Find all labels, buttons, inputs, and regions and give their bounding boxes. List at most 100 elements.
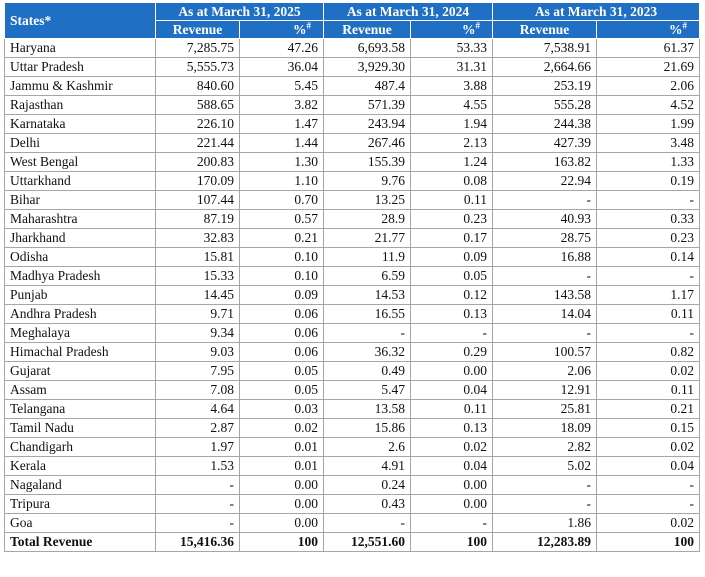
percent-2023-cell: - (596, 494, 700, 514)
table-row: Punjab 14.45 0.09 14.53 0.12 143.58 1.17 (4, 285, 700, 305)
revenue-2024-cell: - (323, 323, 411, 343)
revenue-2024-cell: 4.91 (323, 456, 411, 476)
total-label: Total Revenue (4, 532, 156, 552)
revenue-2024-cell: 13.25 (323, 190, 411, 210)
state-name-cell: Meghalaya (4, 323, 156, 343)
percent-2023-cell: 21.69 (596, 57, 700, 77)
table-row: Nagaland -0.00 0.24 0.00- - (4, 475, 700, 495)
percent-2024-cell: 0.17 (410, 228, 493, 248)
revenue-2023-cell: 163.82 (492, 152, 597, 172)
percent-2024-cell: - (410, 513, 493, 533)
revenue-2024-cell: 28.9 (323, 209, 411, 229)
revenue-2023-cell: 427.39 (492, 133, 597, 153)
revenue-2024-cell: 0.43 (323, 494, 411, 514)
revenue-2024-cell: 14.53 (323, 285, 411, 305)
table-row: Karnataka 226.10 1.47 243.94 1.94 244.38 1.99 (4, 114, 700, 134)
revenue-header-2023: Revenue (492, 20, 597, 39)
revenue-2024-cell: 13.58 (323, 399, 411, 419)
percent-2023-cell: 1.33 (596, 152, 700, 172)
percent-2025-cell: 0.09 (239, 285, 324, 305)
percent-2023-cell: 0.11 (596, 304, 700, 324)
revenue-2023-cell: 244.38 (492, 114, 597, 134)
revenue-2025-cell: 4.64 (155, 399, 240, 419)
percent-header-2024: %# (410, 20, 493, 39)
percent-2025-cell: 0.03 (239, 399, 324, 419)
revenue-2025-cell: 32.83 (155, 228, 240, 248)
revenue-2023-cell: 12.91 (492, 380, 597, 400)
revenue-2025-cell: 9.34 (155, 323, 240, 343)
revenue-2025-cell: 1.53 (155, 456, 240, 476)
percent-2023-cell: - (596, 475, 700, 495)
revenue-2024-cell: 267.46 (323, 133, 411, 153)
revenue-header-2025: Revenue (155, 20, 240, 39)
table-row: Andhra Pradesh 9.71 0.06 16.55 0.13 14.04 0.11 (4, 304, 700, 324)
revenue-2024-cell: 6.59 (323, 266, 411, 286)
state-name-cell: West Bengal (4, 152, 156, 172)
revenue-2024-cell: 11.9 (323, 247, 411, 267)
percent-2025-cell: 3.82 (239, 95, 324, 115)
percent-2024-cell: 0.29 (410, 342, 493, 362)
revenue-2023-cell: - (492, 494, 597, 514)
percent-2025-cell: 0.05 (239, 361, 324, 381)
table-row: Maharashtra 87.19 0.57 28.9 0.23 40.93 0.33 (4, 209, 700, 229)
revenue-2025-cell: 5,555.73 (155, 57, 240, 77)
table-row: Assam 7.08 0.05 5.47 0.04 12.91 0.11 (4, 380, 700, 400)
total-row: Total Revenue 15,416.36 100 12,551.60 100 12,… (4, 532, 700, 552)
revenue-2023-cell: 2,664.66 (492, 57, 597, 77)
states-column-header: States* (4, 2, 156, 39)
percent-header-2025: %# (239, 20, 324, 39)
period-header-2024: As at March 31, 2024 (323, 2, 493, 21)
percent-2023-cell: 0.82 (596, 342, 700, 362)
table-row: Rajasthan 588.65 3.82 571.39 4.55 555.28 4.52 (4, 95, 700, 115)
revenue-2025-cell: 15.33 (155, 266, 240, 286)
revenue-2024-cell: 12,551.60 (323, 532, 411, 552)
table-row: Telangana 4.64 0.03 13.58 0.11 25.81 0.21 (4, 399, 700, 419)
percent-2023-cell: 2.06 (596, 76, 700, 96)
percent-2024-cell: 53.33 (410, 38, 493, 58)
state-name-cell: Kerala (4, 456, 156, 476)
state-name-cell: Andhra Pradesh (4, 304, 156, 324)
percent-2024-cell: 1.24 (410, 152, 493, 172)
header-row-subcolumns: Revenue %# Revenue %# Revenue %# (5, 20, 700, 39)
table-row: Jammu & Kashmir 840.60 5.45 487.4 3.88 253.19… (4, 76, 700, 96)
state-name-cell: Odisha (4, 247, 156, 267)
percent-2023-cell: 0.02 (596, 437, 700, 457)
revenue-2024-cell: 243.94 (323, 114, 411, 134)
revenue-2024-cell: 155.39 (323, 152, 411, 172)
state-name-cell: Chandigarh (4, 437, 156, 457)
table-body: Haryana 7,285.75 47.26 6,693.58 53.33 7,538.9… (4, 38, 700, 552)
percent-2023-cell: 100 (596, 532, 700, 552)
percent-2025-cell: 0.21 (239, 228, 324, 248)
percent-2025-cell: 0.01 (239, 437, 324, 457)
percent-2023-cell: 0.11 (596, 380, 700, 400)
percent-2024-cell: - (410, 323, 493, 343)
percent-2024-cell: 0.04 (410, 456, 493, 476)
state-name-cell: Bihar (4, 190, 156, 210)
revenue-2023-cell: 22.94 (492, 171, 597, 191)
revenue-2025-cell: 200.83 (155, 152, 240, 172)
revenue-2023-cell: - (492, 190, 597, 210)
percent-2024-cell: 0.08 (410, 171, 493, 191)
percent-2025-cell: 0.05 (239, 380, 324, 400)
period-header-2025: As at March 31, 2025 (155, 2, 324, 21)
percent-2024-cell: 0.04 (410, 380, 493, 400)
table-row: Uttarkhand 170.09 1.10 9.76 0.08 22.94 0.19 (4, 171, 700, 191)
table-row: Chandigarh 1.97 0.01 2.6 0.02 2.82 0.02 (4, 437, 700, 457)
state-name-cell: Uttarkhand (4, 171, 156, 191)
table-row: Meghalaya 9.34 0.06- - - - (4, 323, 700, 343)
revenue-2024-cell: - (323, 513, 411, 533)
table-row: Tamil Nadu 2.87 0.02 15.86 0.13 18.09 0.15 (4, 418, 700, 438)
revenue-header-2024: Revenue (323, 20, 411, 39)
state-name-cell: Jharkhand (4, 228, 156, 248)
percent-2025-cell: 0.00 (239, 475, 324, 495)
state-name-cell: Jammu & Kashmir (4, 76, 156, 96)
revenue-2024-cell: 21.77 (323, 228, 411, 248)
state-name-cell: Punjab (4, 285, 156, 305)
table-row: Delhi 221.44 1.44 267.46 2.13 427.39 3.48 (4, 133, 700, 153)
percent-2025-cell: 1.44 (239, 133, 324, 153)
revenue-2025-cell: - (155, 494, 240, 514)
revenue-2025-cell: 107.44 (155, 190, 240, 210)
percent-2025-cell: 0.02 (239, 418, 324, 438)
revenue-2023-cell: 1.86 (492, 513, 597, 533)
revenue-2025-cell: - (155, 475, 240, 495)
